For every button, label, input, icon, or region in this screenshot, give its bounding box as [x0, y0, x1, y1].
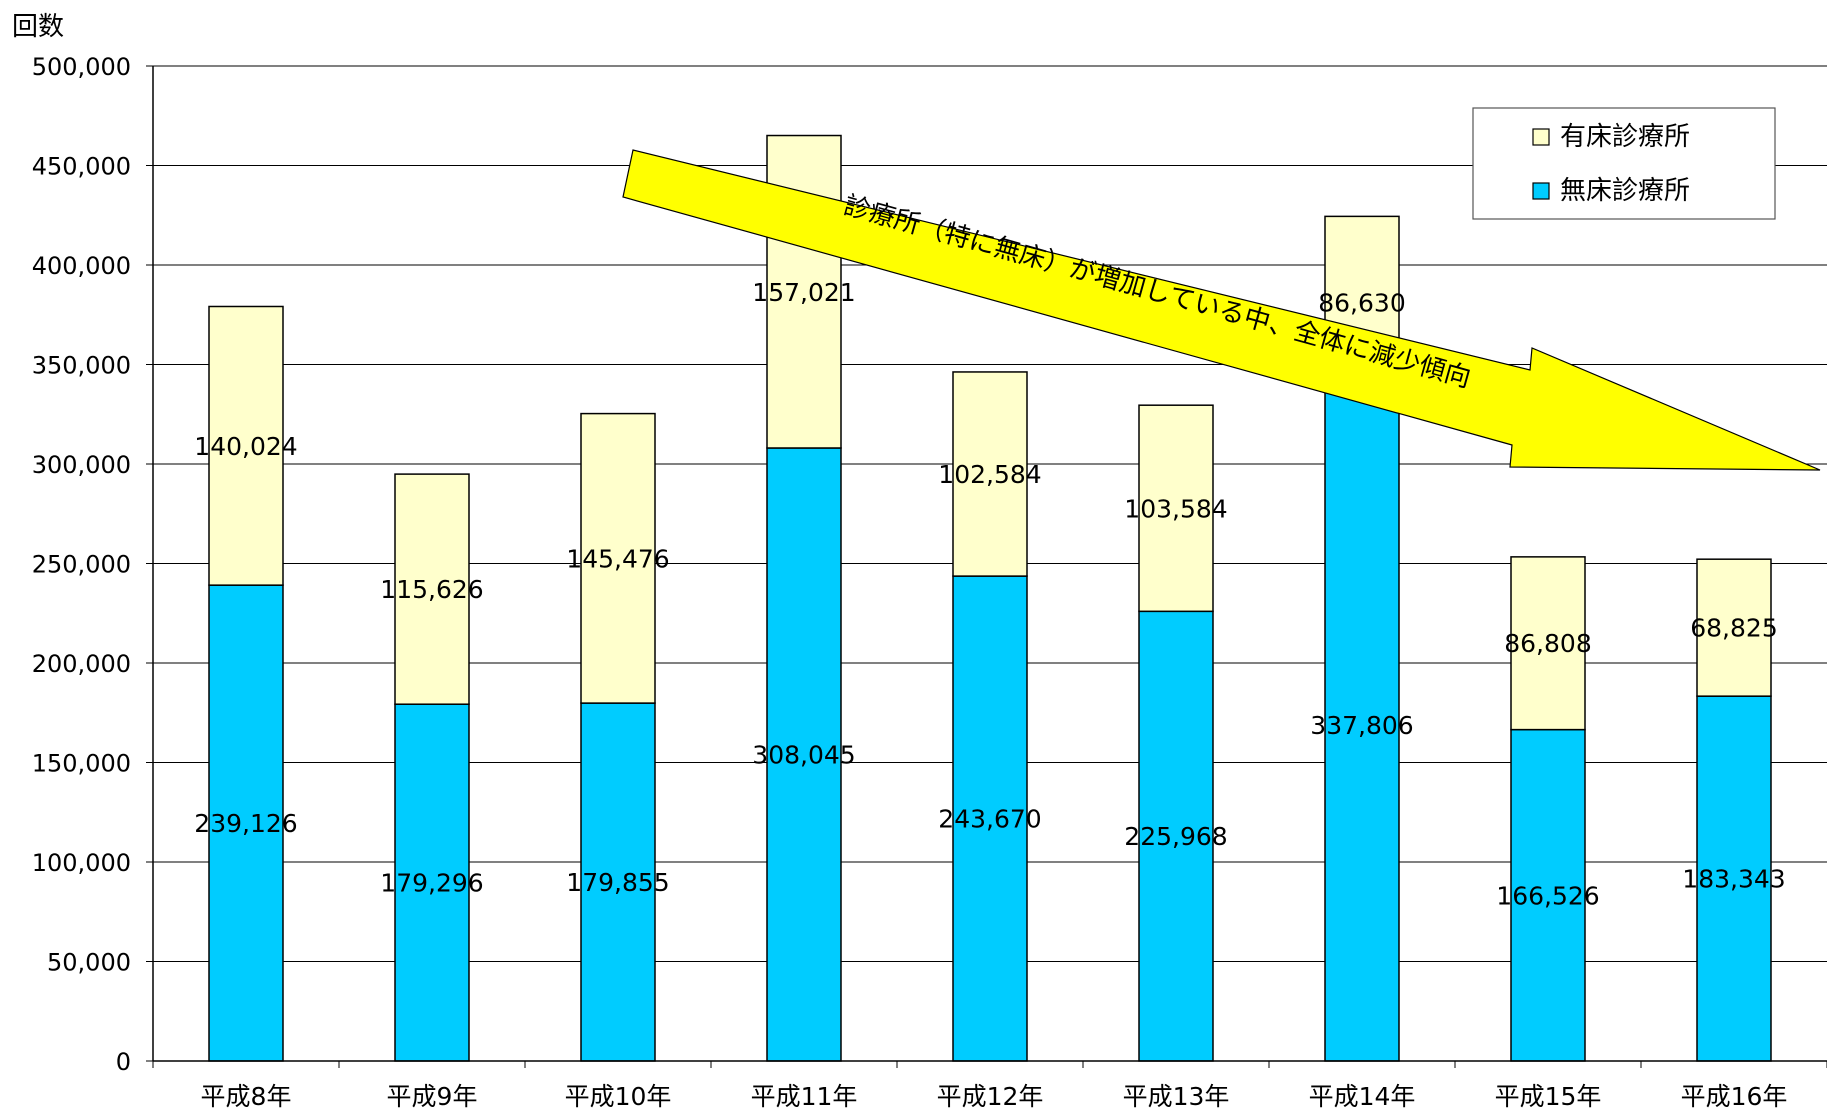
x-tick-label: 平成16年	[1681, 1082, 1788, 1111]
data-label: 179,296	[380, 869, 483, 898]
bar-mushou	[580, 702, 656, 1062]
legend-swatch	[1532, 128, 1550, 146]
data-label: 115,626	[380, 575, 483, 604]
data-label: 225,968	[1124, 822, 1227, 851]
bars	[208, 134, 1772, 1062]
bar-mushou	[952, 575, 1028, 1062]
x-tick-label: 平成9年	[387, 1082, 478, 1111]
y-tick-label: 200,000	[32, 650, 131, 678]
bar-mushou	[1510, 728, 1586, 1062]
x-tick-label: 平成15年	[1495, 1082, 1602, 1111]
data-label: 102,584	[938, 460, 1041, 489]
y-tick-label: 350,000	[32, 352, 131, 380]
y-tick-label: 400,000	[32, 252, 131, 280]
data-label: 86,808	[1504, 629, 1591, 658]
data-label: 308,045	[752, 740, 855, 769]
y-tick-label: 0	[116, 1048, 131, 1076]
bar-mushou	[208, 584, 284, 1062]
data-label: 243,670	[938, 805, 1041, 834]
data-label: 140,024	[194, 432, 297, 461]
bar-yushou	[208, 305, 284, 586]
trend-arrow-shape	[622, 149, 1821, 471]
x-tick-label: 平成11年	[751, 1082, 858, 1111]
data-label: 337,806	[1310, 711, 1413, 740]
bar-mushou	[394, 703, 470, 1062]
y-tick-label: 500,000	[32, 53, 131, 81]
legend-swatch	[1532, 182, 1550, 200]
x-tick-label: 平成14年	[1309, 1082, 1416, 1111]
bar-mushou	[1696, 695, 1772, 1062]
y-axis-title: 回数	[12, 12, 65, 42]
data-label: 166,526	[1496, 881, 1599, 910]
bar-mushou	[766, 447, 842, 1062]
labels: 0 50,000 100,000 150,000 200,000 250,000 300,0…	[32, 53, 1788, 1111]
axes	[146, 65, 1827, 1068]
x-tick-label: 平成8年	[201, 1082, 292, 1111]
data-label: 68,825	[1690, 614, 1777, 643]
data-label: 145,476	[566, 544, 669, 573]
x-tick-label: 平成13年	[1123, 1082, 1230, 1111]
y-tick-label: 300,000	[32, 451, 131, 479]
bar-yushou	[1138, 404, 1214, 613]
data-label: 183,343	[1682, 865, 1785, 894]
legend-label: 有床診療所	[1560, 122, 1690, 152]
y-tick-label: 100,000	[32, 849, 131, 877]
data-label: 157,021	[752, 278, 855, 307]
bar-yushou	[394, 473, 470, 705]
bar-mushou	[1324, 388, 1400, 1062]
bar-yushou	[580, 412, 656, 704]
x-tick-label: 平成10年	[565, 1082, 672, 1111]
data-label: 239,126	[194, 809, 297, 838]
y-tick-label: 50,000	[47, 949, 131, 977]
bar-yushou	[952, 371, 1028, 577]
y-tick-label: 250,000	[32, 551, 131, 579]
data-label: 86,630	[1318, 289, 1405, 318]
legend-label: 無床診療所	[1560, 176, 1690, 206]
bar-yushou	[1696, 558, 1772, 697]
data-label: 179,855	[566, 868, 669, 897]
bar-yushou	[1510, 556, 1586, 731]
x-tick-label: 平成12年	[937, 1082, 1044, 1111]
y-tick-label: 450,000	[32, 153, 131, 181]
legend-box	[1472, 107, 1776, 220]
y-tick-label: 150,000	[32, 750, 131, 778]
data-label: 103,584	[1124, 494, 1227, 523]
